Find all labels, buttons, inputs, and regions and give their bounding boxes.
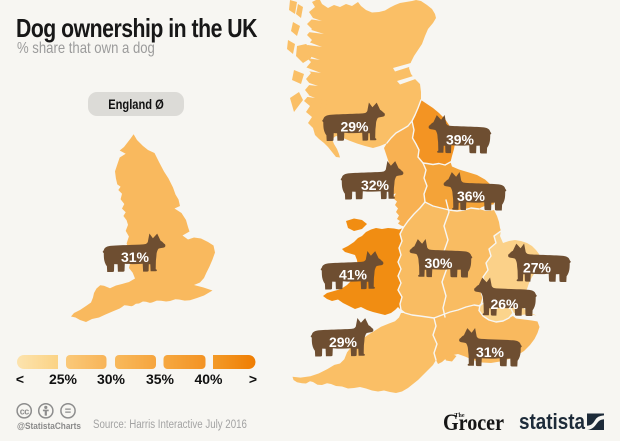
svg-text:30%: 30% <box>424 255 453 271</box>
svg-text:26%: 26% <box>490 296 519 312</box>
svg-text:statista: statista <box>519 409 585 434</box>
svg-text:27%: 27% <box>523 260 552 276</box>
svg-text:29%: 29% <box>329 334 358 350</box>
svg-text:29%: 29% <box>340 119 369 135</box>
svg-text:cc: cc <box>20 406 30 416</box>
svg-text:41%: 41% <box>339 267 368 283</box>
svg-text:32%: 32% <box>361 177 390 193</box>
svg-text:The: The <box>455 413 465 419</box>
svg-text:31%: 31% <box>121 249 150 265</box>
svg-text:Grocer: Grocer <box>443 410 504 435</box>
svg-text:39%: 39% <box>446 132 475 148</box>
svg-text:=: = <box>65 406 71 418</box>
svg-text:31%: 31% <box>476 344 505 360</box>
svg-text:36%: 36% <box>457 188 486 204</box>
